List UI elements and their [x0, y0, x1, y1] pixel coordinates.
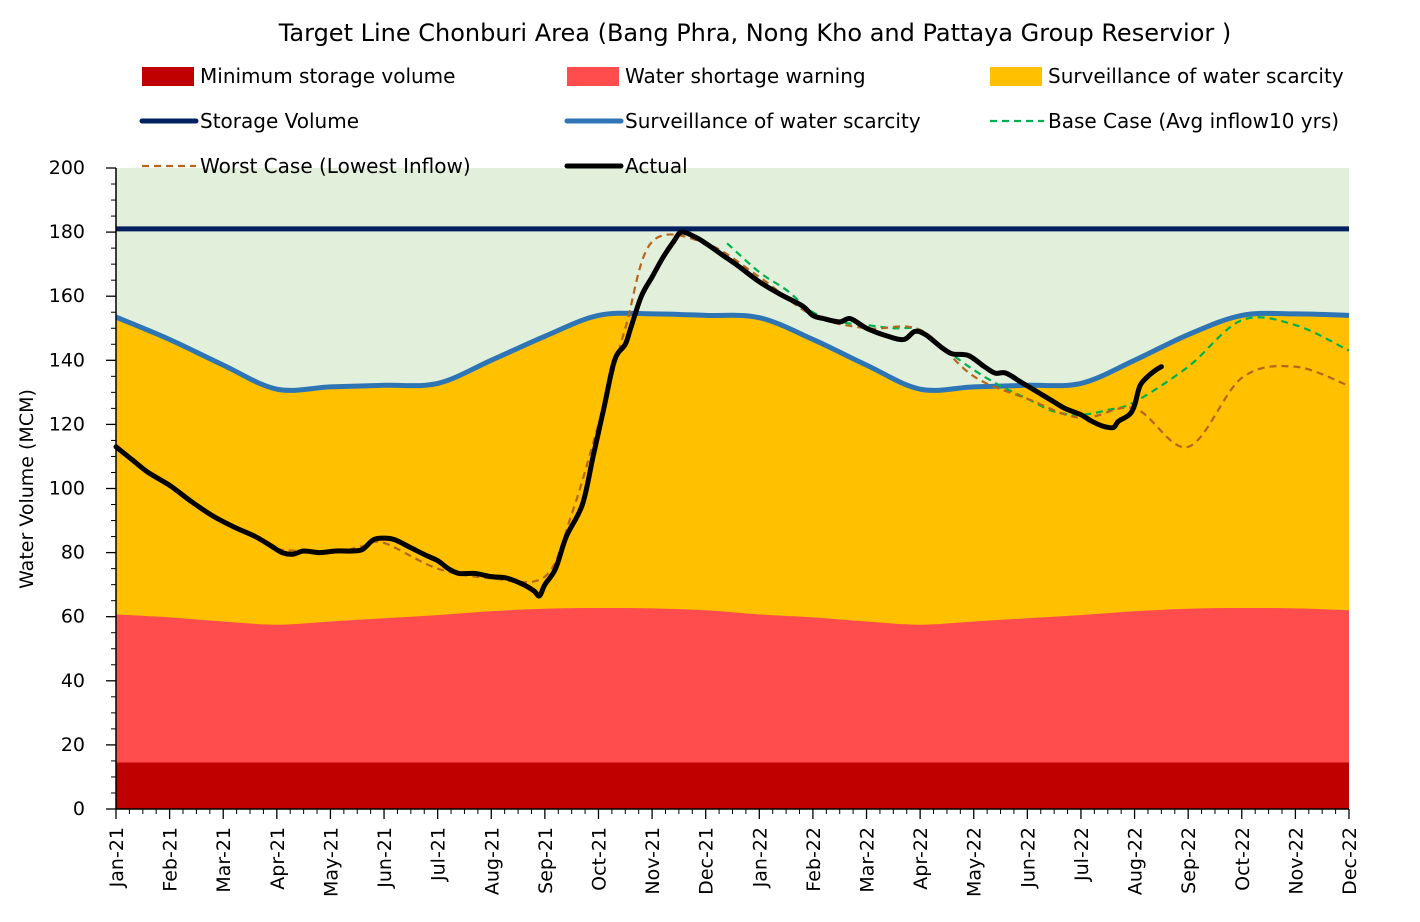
x-tick-label: Feb-21: [160, 827, 182, 892]
y-tick-label: 100: [49, 478, 85, 500]
legend-label: Base Case (Avg inflow10 yrs): [1048, 109, 1339, 133]
min-storage-area: [116, 762, 1349, 809]
x-tick-label: Jun-21: [374, 827, 396, 889]
x-tick-label: Jul-21: [428, 827, 450, 882]
y-tick-label: 40: [61, 670, 85, 692]
legend-label: Surveillance of water scarcity: [1048, 64, 1344, 88]
worst-case-line: [276, 233, 1350, 584]
y-tick-label: 20: [61, 734, 85, 756]
x-tick-label: Dec-22: [1339, 827, 1361, 895]
y-tick-label: 180: [49, 221, 85, 243]
actual-line: [113, 229, 1164, 599]
x-tick-label: Nov-22: [1285, 827, 1307, 895]
x-tick-label: May-21: [320, 827, 342, 897]
legend: Minimum storage volume Water shortage war…: [139, 64, 1344, 178]
x-tick-label: Jan-21: [106, 827, 128, 888]
x-tick-label: Oct-21: [589, 827, 611, 891]
legend-label: Actual: [625, 154, 688, 178]
plot-area: [113, 168, 1350, 809]
x-tick-label: Feb-22: [803, 827, 825, 892]
y-tick-label: 80: [61, 542, 85, 564]
x-tick-label: Mar-21: [213, 827, 235, 893]
legend-label: Surveillance of water scarcity: [625, 109, 921, 133]
y-tick-label: 140: [49, 349, 85, 371]
y-axis-title: Water Volume (MCM): [16, 389, 38, 589]
y-tick-label: 160: [49, 285, 85, 307]
legend-swatch: [142, 67, 194, 86]
shortage-area: [116, 608, 1349, 809]
y-tick-label: 200: [49, 157, 85, 179]
y-tick-label: 60: [61, 606, 85, 628]
axes: 0 20 40 60 80 100 120 140 160 180 200 Jan-21 Feb-21 M…: [49, 157, 1361, 897]
x-tick-label: Jun-22: [1017, 827, 1039, 889]
legend-label: Water shortage warning: [625, 64, 866, 88]
x-tick-label: Apr-21: [267, 827, 289, 890]
legend-label: Minimum storage volume: [200, 64, 455, 88]
x-tick-label: Jan-22: [749, 827, 771, 888]
x-tick-label: Aug-22: [1125, 827, 1147, 895]
legend-swatch: [567, 67, 619, 86]
x-tick-label: May-22: [964, 827, 986, 897]
x-tick-label: Sep-22: [1178, 827, 1200, 894]
chart-title: Target Line Chonburi Area (Bang Phra, No…: [278, 19, 1232, 47]
surveillance-line: [115, 310, 1350, 393]
y-tick-label: 0: [73, 798, 85, 820]
x-tick-label: Mar-22: [857, 827, 879, 893]
x-tick-label: Oct-22: [1232, 827, 1254, 891]
x-tick-label: Aug-21: [481, 827, 503, 895]
x-tick-label: Nov-21: [642, 827, 664, 895]
legend-label: Storage Volume: [200, 109, 359, 133]
base-case-line: [726, 242, 1350, 416]
legend-swatch: [990, 67, 1042, 86]
x-tick-label: Apr-22: [910, 827, 932, 890]
y-tick-label: 120: [49, 413, 85, 435]
x-tick-label: Sep-21: [535, 827, 557, 894]
x-tick-label: Dec-21: [696, 827, 718, 895]
legend-label: Worst Case (Lowest Inflow): [200, 154, 471, 178]
x-tick-label: Jul-22: [1071, 827, 1093, 882]
